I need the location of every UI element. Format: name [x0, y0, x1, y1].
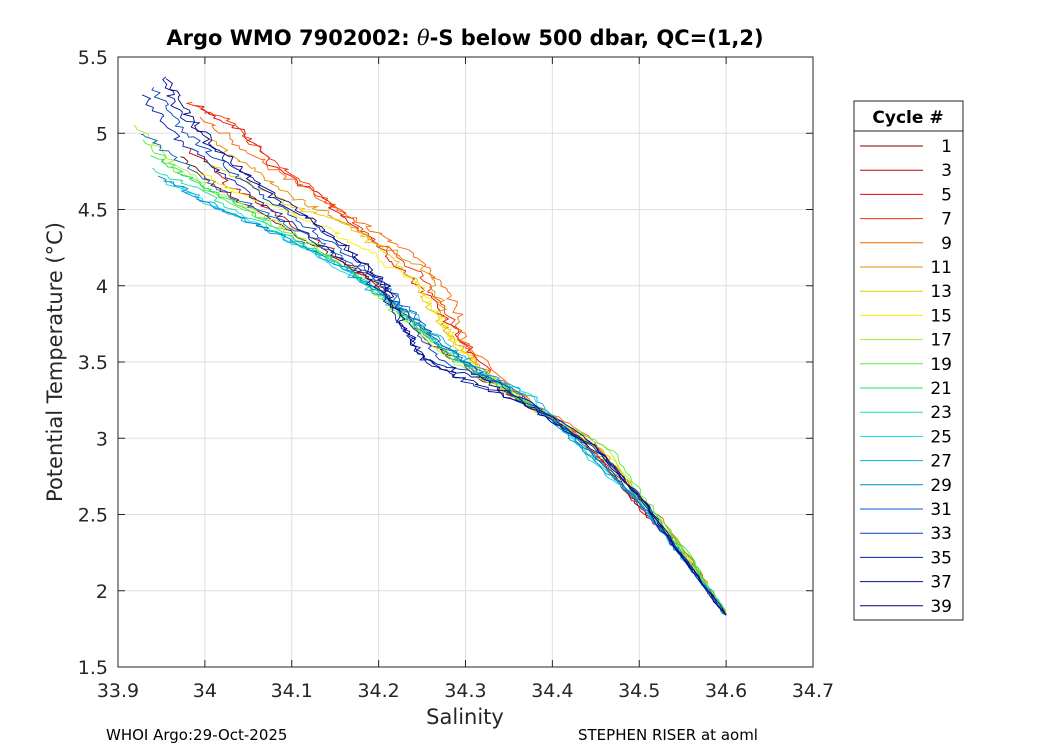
series-line — [133, 124, 727, 616]
series-line — [141, 94, 727, 616]
y-tick-label: 5.5 — [78, 47, 108, 69]
legend-entry-label: 23 — [930, 403, 952, 423]
footer-right: STEPHEN RISER at aoml — [578, 726, 758, 744]
title-suffix: -S below 500 dbar, QC=(1,2) — [430, 26, 764, 50]
legend-entry-label: 9 — [941, 234, 952, 254]
title-theta: θ — [417, 26, 430, 50]
legend-entry-label: 37 — [930, 573, 952, 593]
legend-entry-label: 3 — [941, 161, 952, 181]
x-tick-label: 34.1 — [271, 680, 313, 702]
y-tick-label: 1.5 — [78, 657, 108, 679]
x-tick-label: 33.9 — [97, 680, 139, 702]
series-line — [192, 104, 727, 614]
legend-entry-label: 17 — [930, 331, 952, 351]
legend-entry-label: 15 — [930, 306, 952, 326]
data-series — [133, 76, 727, 616]
x-tick-label: 34.7 — [792, 680, 834, 702]
legend-entry-label: 19 — [930, 355, 952, 375]
legend-title: Cycle # — [872, 108, 943, 128]
x-tick-labels: 33.9 34 34.1 34.2 34.3 34.4 34.5 34.6 34.7 — [97, 680, 834, 702]
legend-entry-label: 31 — [930, 500, 952, 520]
y-tick-label: 2 — [96, 581, 108, 603]
y-tick-labels: 1.5 2 2.5 3 3.5 4 4.5 5 5.5 — [78, 47, 108, 679]
series-line — [165, 78, 727, 616]
legend-entry-label: 25 — [930, 427, 952, 447]
title-prefix: Argo WMO 7902002: — [166, 26, 417, 50]
legend-entry-label: 7 — [941, 210, 952, 230]
x-tick-label: 34.2 — [357, 680, 399, 702]
y-tick-label: 5 — [96, 123, 108, 145]
x-tick-label: 34.4 — [531, 680, 573, 702]
legend-entry-label: 5 — [941, 185, 952, 205]
legend-entry-label: 1 — [941, 137, 952, 157]
legend-entry-label: 35 — [930, 548, 952, 568]
legend-entry-label: 13 — [930, 282, 952, 302]
x-tick-label: 34.3 — [444, 680, 486, 702]
y-tick-label: 4.5 — [78, 200, 108, 222]
y-axis-label: Potential Temperature (°C) — [43, 222, 67, 502]
legend: Cycle # 13579111315171921232527293133353… — [853, 100, 964, 621]
series-line — [142, 139, 727, 616]
y-tick-label: 2.5 — [78, 505, 108, 527]
y-tick-label: 3.5 — [78, 352, 108, 374]
y-tick-label: 4 — [96, 276, 108, 298]
x-axis-label: Salinity — [426, 705, 504, 729]
chart-title: Argo WMO 7902002: θ-S below 500 dbar, QC… — [166, 26, 763, 50]
legend-entry-label: 21 — [930, 379, 952, 399]
y-tick-label: 3 — [96, 428, 108, 450]
series-line — [141, 134, 727, 616]
series-line — [157, 175, 727, 616]
legend-entry-label: 39 — [930, 597, 952, 617]
ticks — [117, 56, 814, 668]
legend-entry-label: 33 — [930, 524, 952, 544]
footer-left: WHOI Argo:29-Oct-2025 — [106, 726, 287, 744]
x-tick-label: 34 — [193, 680, 217, 702]
legend-entry-label: 11 — [930, 258, 952, 278]
legend-entry-label: 27 — [930, 452, 952, 472]
legend-entry-label: 29 — [930, 476, 952, 496]
x-tick-label: 34.6 — [705, 680, 747, 702]
x-tick-label: 34.5 — [618, 680, 660, 702]
